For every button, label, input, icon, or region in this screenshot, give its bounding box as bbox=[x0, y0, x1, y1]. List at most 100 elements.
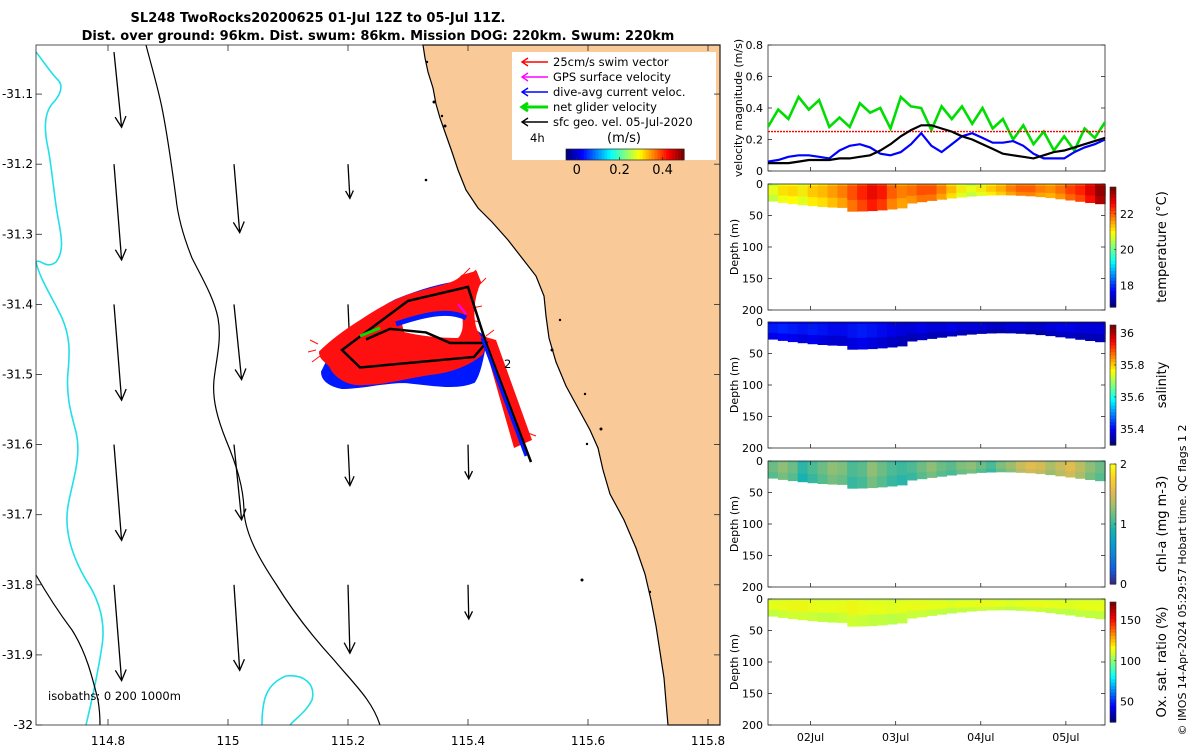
section-ytick-label: 100 bbox=[742, 241, 763, 254]
section-colorbar-cell bbox=[1110, 668, 1116, 673]
section-colorbar-cell bbox=[1110, 524, 1116, 528]
section-ytick-label: 200 bbox=[742, 581, 763, 594]
section-colorbar-cell bbox=[1110, 381, 1116, 386]
section-colorbar-cell bbox=[1110, 405, 1116, 409]
map-colorbar-cell bbox=[648, 149, 653, 160]
velocity-series-line bbox=[766, 94, 1107, 154]
section-cell-upper bbox=[1045, 324, 1057, 332]
section-cell-upper bbox=[787, 463, 799, 474]
section-cell-upper bbox=[956, 601, 967, 608]
legend-item: net glider velocity bbox=[519, 100, 657, 114]
section-cell-upper bbox=[1075, 324, 1086, 333]
map-ytick-label: -31.1 bbox=[2, 87, 33, 101]
section-colorbar-cell bbox=[1110, 504, 1116, 508]
section-cell-upper bbox=[986, 186, 997, 192]
section-colorbar-cell bbox=[1110, 217, 1116, 221]
section-colorbar-cell bbox=[1110, 605, 1116, 610]
section-cell-upper bbox=[896, 463, 908, 476]
map-colorbar-cell bbox=[607, 149, 611, 160]
section-colorbar-cell bbox=[1110, 230, 1116, 235]
section-colorbar-frame bbox=[1109, 324, 1117, 446]
isobath-shallow bbox=[35, 51, 314, 726]
section-colorbar-cell bbox=[1110, 514, 1116, 518]
section-ytick-label: 200 bbox=[742, 442, 763, 455]
section-cell-upper bbox=[1095, 463, 1106, 474]
section-cell-upper bbox=[1085, 601, 1096, 611]
geo-vector-shaft bbox=[233, 304, 243, 380]
section-cell-upper bbox=[916, 324, 928, 334]
legend-label: dive-avg current veloc. bbox=[553, 85, 686, 99]
map-colorbar-cell bbox=[645, 149, 650, 160]
section-cell-upper bbox=[817, 324, 829, 336]
time-tick-label: 03Jul bbox=[882, 731, 909, 744]
section-colorbar-label: salinity bbox=[1155, 361, 1170, 408]
section-colorbar-cell bbox=[1110, 652, 1116, 656]
copyright-text: © IMOS 14-Apr-2024 05:29:57 Hobart time.… bbox=[1176, 425, 1189, 736]
time-tick-label: 05Jul bbox=[1052, 731, 1079, 744]
section-colorbar-cell bbox=[1110, 567, 1116, 572]
section-cell-upper bbox=[867, 324, 878, 338]
map-colorbar-cell bbox=[610, 149, 614, 160]
section-cell-upper bbox=[886, 324, 898, 337]
section-cell-upper bbox=[1055, 324, 1066, 332]
geo-vector-arrow bbox=[232, 584, 246, 672]
section-cell-upper bbox=[777, 601, 789, 611]
section-cell-upper bbox=[996, 463, 1007, 469]
section-cell-upper bbox=[768, 324, 779, 333]
section-colorbar-cell bbox=[1110, 534, 1116, 538]
section-colorbar-cell bbox=[1110, 375, 1116, 379]
section-colorbar-tick-label: 35.8 bbox=[1120, 359, 1145, 372]
section-colorbar-cell bbox=[1110, 213, 1116, 218]
geo-vector-shaft bbox=[233, 584, 241, 671]
section-cell-upper bbox=[926, 186, 938, 195]
map-colorbar-cell bbox=[622, 149, 626, 160]
geo-vector-arrow bbox=[113, 444, 127, 542]
section-cell-upper bbox=[966, 186, 977, 193]
map-colorbar-cell bbox=[625, 149, 629, 160]
section-colorbar-cell bbox=[1110, 425, 1116, 429]
section-cell-upper bbox=[807, 601, 819, 613]
section-colorbar-cell bbox=[1110, 648, 1116, 653]
section-cell-upper bbox=[936, 463, 948, 471]
map-colorbar-cell bbox=[651, 149, 656, 160]
section-colorbar-cell bbox=[1110, 682, 1116, 686]
map-colorbar-cell bbox=[571, 149, 576, 160]
map-colorbar-tick-label: 0 bbox=[573, 163, 581, 178]
section-colorbar-cell bbox=[1110, 371, 1116, 376]
section-cell-upper bbox=[817, 463, 829, 475]
velocity-ytick-label: 0.6 bbox=[746, 71, 764, 84]
section-colorbar-cell bbox=[1110, 260, 1116, 265]
map-ytick-label: -31.9 bbox=[2, 648, 33, 662]
section-colorbar-cell bbox=[1110, 237, 1116, 241]
section-colorbar-cell bbox=[1110, 223, 1116, 228]
section-cell-upper bbox=[857, 601, 868, 615]
section-cell-upper bbox=[936, 186, 948, 194]
section-cell-upper bbox=[1025, 463, 1037, 470]
map-colorbar-cell bbox=[660, 149, 664, 160]
section-colorbar-cell bbox=[1110, 570, 1116, 575]
section-ylabel: Depth (m) bbox=[728, 634, 741, 690]
map-ytick-label: -32 bbox=[13, 718, 33, 732]
geo-vector-arrow bbox=[113, 304, 127, 402]
section-cell-upper bbox=[1075, 463, 1086, 472]
map-ytick-label: -31.3 bbox=[2, 227, 33, 241]
section-colorbar-cell bbox=[1110, 520, 1116, 525]
section-panel-chla: 0 50 100 150 200 Depth (m) 0 1 2 chl-a (mg m-3) bbox=[728, 455, 1170, 594]
section-cell-upper bbox=[896, 186, 908, 199]
title-line-1: SL248 TwoRocks20200625 01-Jul 12Z to 05-… bbox=[131, 11, 506, 26]
section-cell-upper bbox=[787, 324, 799, 335]
section-colorbar-cell bbox=[1110, 395, 1116, 399]
section-colorbar-cell bbox=[1110, 487, 1116, 492]
section-ytick-label: 200 bbox=[742, 719, 763, 732]
section-cell-upper bbox=[1055, 601, 1066, 609]
section-cell-upper bbox=[1085, 186, 1096, 196]
section-cell-upper bbox=[1085, 324, 1096, 334]
section-cell-upper bbox=[1065, 186, 1076, 195]
isobath-200m bbox=[145, 44, 381, 726]
section-colorbar-cell bbox=[1110, 267, 1116, 271]
geo-vector-shaft bbox=[347, 584, 351, 654]
section-cell-upper bbox=[807, 463, 819, 475]
legend-item: GPS surface velocity bbox=[520, 70, 671, 84]
section-ytick-label: 50 bbox=[749, 348, 763, 361]
section-cell-upper bbox=[936, 324, 948, 332]
